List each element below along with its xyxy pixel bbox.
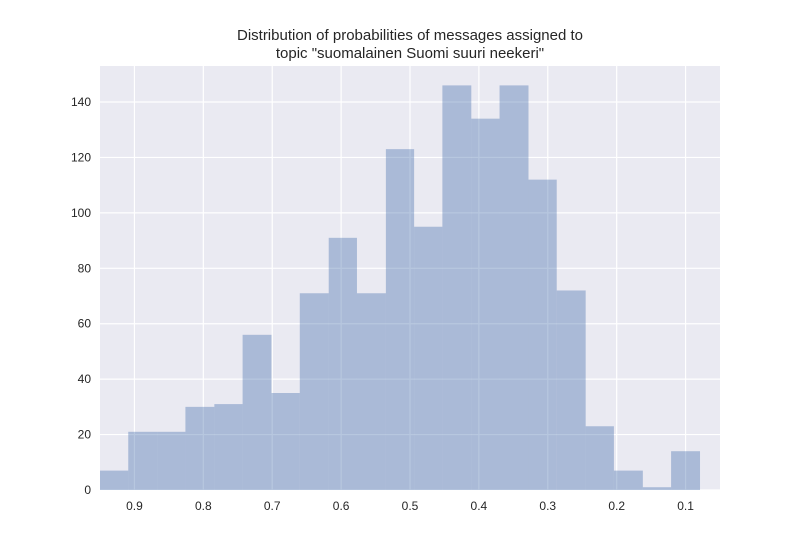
histogram-bar — [499, 85, 529, 491]
grid-lines — [100, 66, 720, 491]
histogram-bar — [271, 393, 300, 490]
y-tick-label: 100 — [71, 206, 91, 220]
x-tick-label: 0.7 — [264, 499, 281, 513]
x-tick-label: 0.6 — [333, 499, 350, 513]
histogram-bar — [185, 406, 215, 490]
histogram-bar — [299, 293, 329, 490]
histogram-bar — [242, 334, 272, 490]
x-tick-label: 0.4 — [471, 499, 488, 513]
y-tick-label: 120 — [71, 150, 91, 164]
x-tick-label: 0.5 — [402, 499, 419, 513]
histogram-bar — [100, 470, 129, 490]
histogram-bar — [385, 149, 415, 490]
y-axis: 0 20 40 60 80 100 120 140 — [71, 95, 91, 497]
histogram-bar — [214, 404, 243, 490]
histogram-bar — [157, 431, 186, 490]
histogram-bar — [671, 451, 701, 490]
histogram-bar — [442, 85, 472, 491]
histogram-bar — [528, 179, 557, 490]
x-axis: 0.9 0.8 0.7 0.6 0.5 0.4 0.3 0.2 0.1 — [126, 499, 694, 513]
histogram-bar — [471, 118, 500, 490]
histogram-bar — [556, 290, 586, 490]
histogram-bar — [356, 293, 386, 490]
y-tick-label: 140 — [71, 95, 91, 109]
y-tick-label: 0 — [84, 483, 91, 497]
chart-title-line-1: Distribution of probabilities of message… — [237, 27, 583, 44]
histogram-bar — [128, 431, 158, 490]
x-tick-label: 0.8 — [195, 499, 212, 513]
y-tick-label: 60 — [78, 317, 92, 331]
x-tick-label: 0.2 — [608, 499, 625, 513]
chart-title-line-2: topic "suomalainen Suomi suuri neekeri" — [276, 45, 544, 62]
histogram-bar — [585, 426, 614, 490]
histogram-bar — [642, 487, 672, 490]
y-tick-label: 40 — [78, 372, 92, 386]
y-tick-label: 80 — [78, 261, 92, 275]
y-tick-label: 20 — [78, 428, 92, 442]
histogram-bar — [613, 470, 643, 490]
histogram-bar — [414, 226, 443, 490]
x-tick-label: 0.9 — [126, 499, 143, 513]
histogram-bar — [328, 237, 357, 490]
x-tick-label: 0.1 — [677, 499, 694, 513]
histogram-bars — [100, 85, 701, 491]
x-tick-label: 0.3 — [539, 499, 556, 513]
